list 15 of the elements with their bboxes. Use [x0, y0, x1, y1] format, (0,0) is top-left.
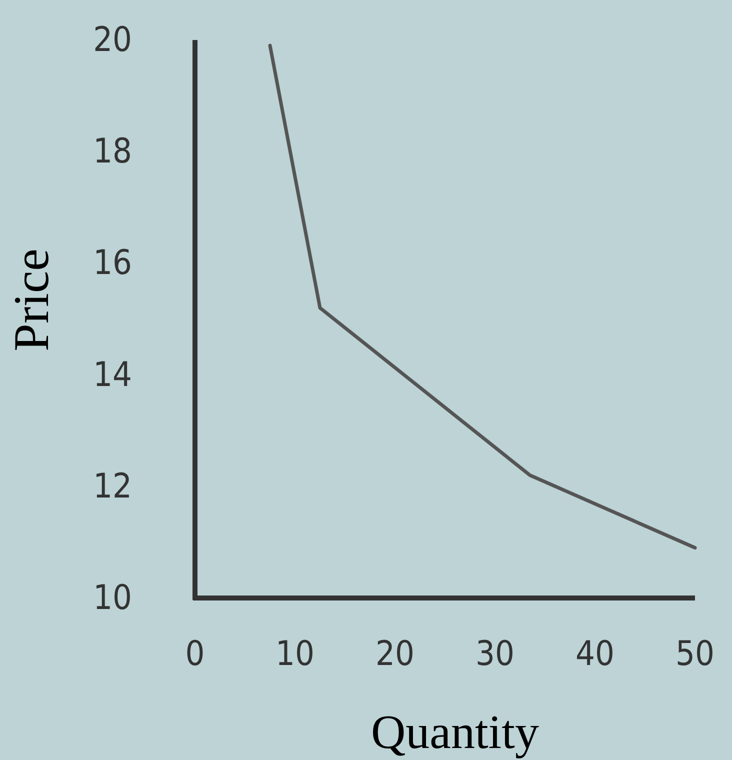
x-tick-label: 30: [476, 634, 514, 674]
y-tick-label: 20: [93, 20, 132, 60]
x-axis-title: Quantity: [371, 706, 539, 759]
y-axis-title: Price: [3, 248, 59, 352]
y-tick-label: 12: [93, 466, 132, 506]
y-tick-label: 16: [93, 243, 132, 284]
x-tick-label: 10: [276, 634, 314, 674]
x-tick-label: 50: [676, 634, 714, 674]
x-tick-label: 20: [376, 634, 414, 674]
y-tick-label: 10: [93, 578, 132, 618]
x-tick-label: 0: [185, 634, 205, 674]
y-tick-label: 18: [93, 132, 132, 172]
y-tick-label: 14: [93, 354, 132, 395]
x-tick-label: 40: [576, 634, 614, 674]
line-series: [268, 44, 697, 550]
